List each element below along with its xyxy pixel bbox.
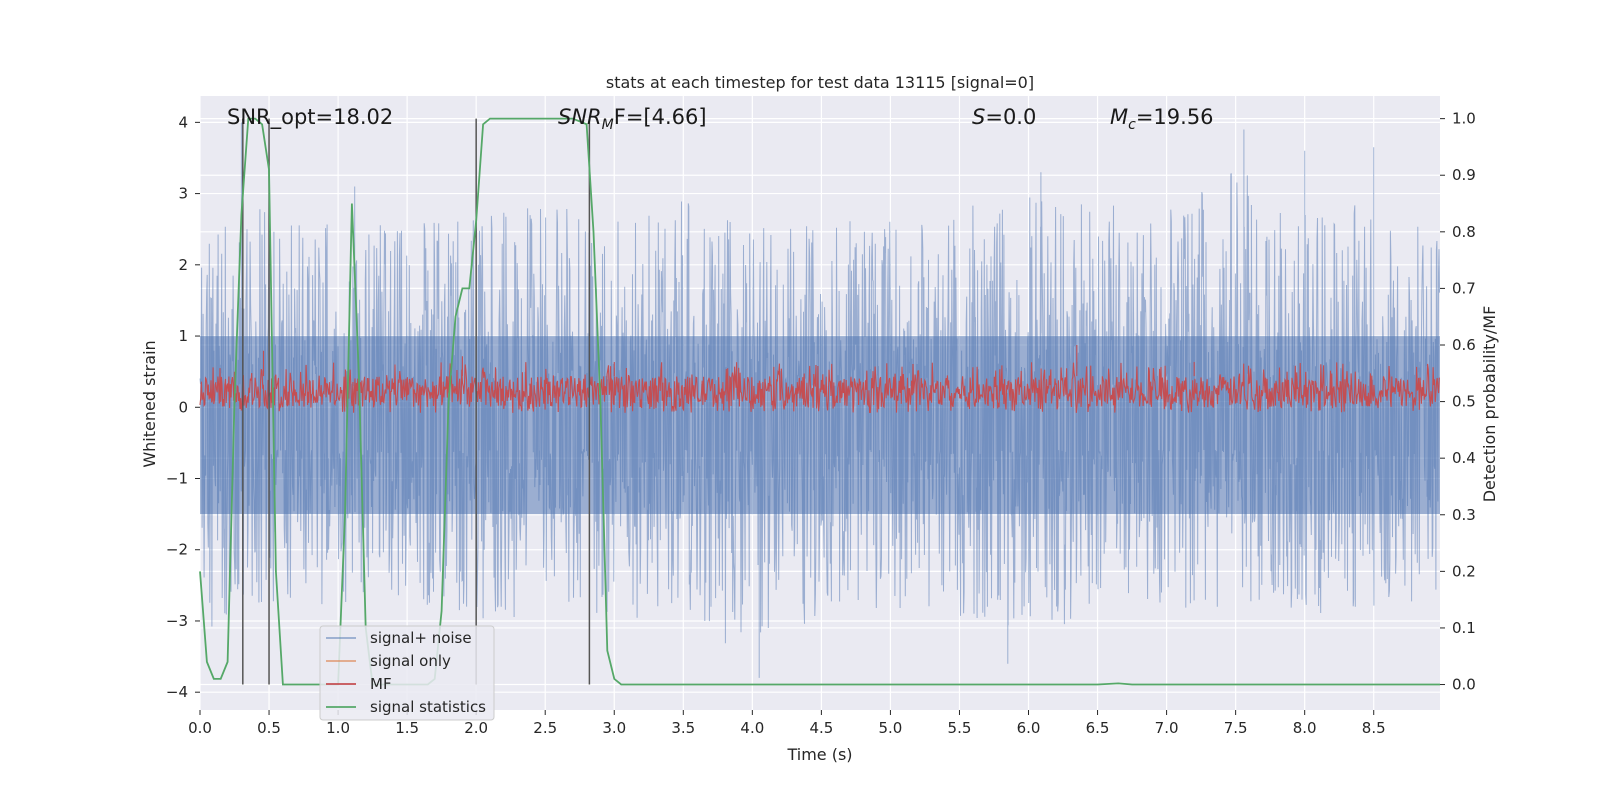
annotation-s-label: S (972, 105, 985, 129)
annotation-mc-label: M (1110, 105, 1128, 129)
y-axis-label: Whitened strain (140, 340, 159, 467)
x-axis-ticks: 0.0 0.5 1.0 1.5 2.0 2.5 3.0 3.5 4.0 4.5 5.0 5.5 6.0 6… (188, 710, 1386, 737)
signal-noise-series (199, 122, 1440, 678)
x-tick-label-11: 5.5 (948, 719, 972, 737)
x-axis-label: Time (s) (786, 745, 852, 764)
x-tick-label-7: 3.5 (671, 719, 695, 737)
annotation-snr-opt: SNR_opt=18.02 (227, 105, 393, 130)
x-tick-label-5: 2.5 (533, 719, 557, 737)
x-tick-label-16: 8.0 (1293, 719, 1317, 737)
annotation-mc-value: =19.56 (1136, 105, 1214, 129)
annotation-snr-mf: SNRMF=[4.66] (558, 105, 707, 133)
y-right-tick-label-3: 0.7 (1452, 279, 1476, 297)
y-tick-label-7: −3 (166, 612, 188, 630)
y-tick-label-0: 4 (178, 113, 188, 131)
x-tick-label-1: 0.5 (257, 719, 281, 737)
x-tick-label-6: 3.0 (602, 719, 626, 737)
y-right-tick-label-4: 0.6 (1452, 336, 1476, 354)
annotation-mc-subscript: c (1128, 117, 1136, 133)
y-right-tick-label-7: 0.3 (1452, 506, 1476, 524)
legend-label-signal-statistics: signal statistics (370, 698, 486, 716)
y-tick-label-3: 1 (178, 327, 188, 345)
y-right-tick-label-8: 0.2 (1452, 562, 1476, 580)
y-right-tick-label-6: 0.4 (1452, 449, 1476, 467)
annotation-s-value: =0.0 (985, 105, 1036, 129)
y-right-tick-label-9: 0.1 (1452, 619, 1476, 637)
y-right-tick-label-1: 0.9 (1452, 166, 1476, 184)
x-tick-label-15: 7.5 (1224, 719, 1248, 737)
y-right-axis-label: Detection probability/MF (1480, 306, 1499, 503)
x-tick-label-14: 7.0 (1155, 719, 1179, 737)
x-tick-label-17: 8.5 (1362, 719, 1386, 737)
annotation-s: S=0.0 (972, 105, 1036, 129)
y-tick-label-1: 3 (178, 185, 188, 203)
legend: signal+ noise signal only MF signal stat… (319, 625, 495, 721)
y-right-tick-label-10: 0.0 (1452, 676, 1476, 694)
annotation-mc: Mc=19.56 (1110, 105, 1214, 133)
x-tick-label-9: 4.5 (809, 719, 833, 737)
y-right-axis-ticks: 1.0 0.9 0.8 0.7 0.6 0.5 0.4 0.3 0.2 0.1 0.0 (1440, 110, 1476, 694)
mf-line (199, 345, 1440, 413)
x-tick-label-4: 2.0 (464, 719, 488, 737)
x-tick-label-8: 4.0 (740, 719, 764, 737)
y-right-tick-label-5: 0.5 (1452, 393, 1476, 411)
annotation-snr-mf-label: SNR (558, 105, 602, 129)
y-axis-ticks: 4 3 2 1 0 −1 −2 −3 −4 (166, 113, 200, 701)
y-tick-label-6: −2 (166, 541, 188, 559)
legend-label-signal-only: signal only (370, 652, 451, 670)
x-tick-label-12: 6.0 (1017, 719, 1041, 737)
y-tick-label-4: 0 (178, 398, 188, 416)
legend-box (319, 625, 495, 721)
annotation-snr-mf-subscript: M (602, 117, 614, 133)
legend-label-signal-noise: signal+ noise (370, 629, 472, 647)
y-tick-label-2: 2 (178, 256, 188, 274)
x-tick-label-10: 5.0 (878, 719, 902, 737)
x-tick-label-3: 1.5 (395, 719, 419, 737)
chart-title: stats at each timestep for test data 131… (606, 73, 1034, 92)
x-tick-label-0: 0.0 (188, 719, 212, 737)
y-right-tick-label-0: 1.0 (1452, 110, 1476, 128)
mf-series (199, 345, 1440, 413)
x-tick-label-2: 1.0 (326, 719, 350, 737)
annotation-snr-mf-value: F=[4.66] (614, 105, 707, 129)
y-tick-label-8: −4 (166, 683, 188, 701)
y-tick-label-5: −1 (166, 470, 188, 488)
x-tick-label-13: 6.5 (1086, 719, 1110, 737)
y-right-tick-label-2: 0.8 (1452, 223, 1476, 241)
legend-label-mf: MF (370, 675, 392, 693)
